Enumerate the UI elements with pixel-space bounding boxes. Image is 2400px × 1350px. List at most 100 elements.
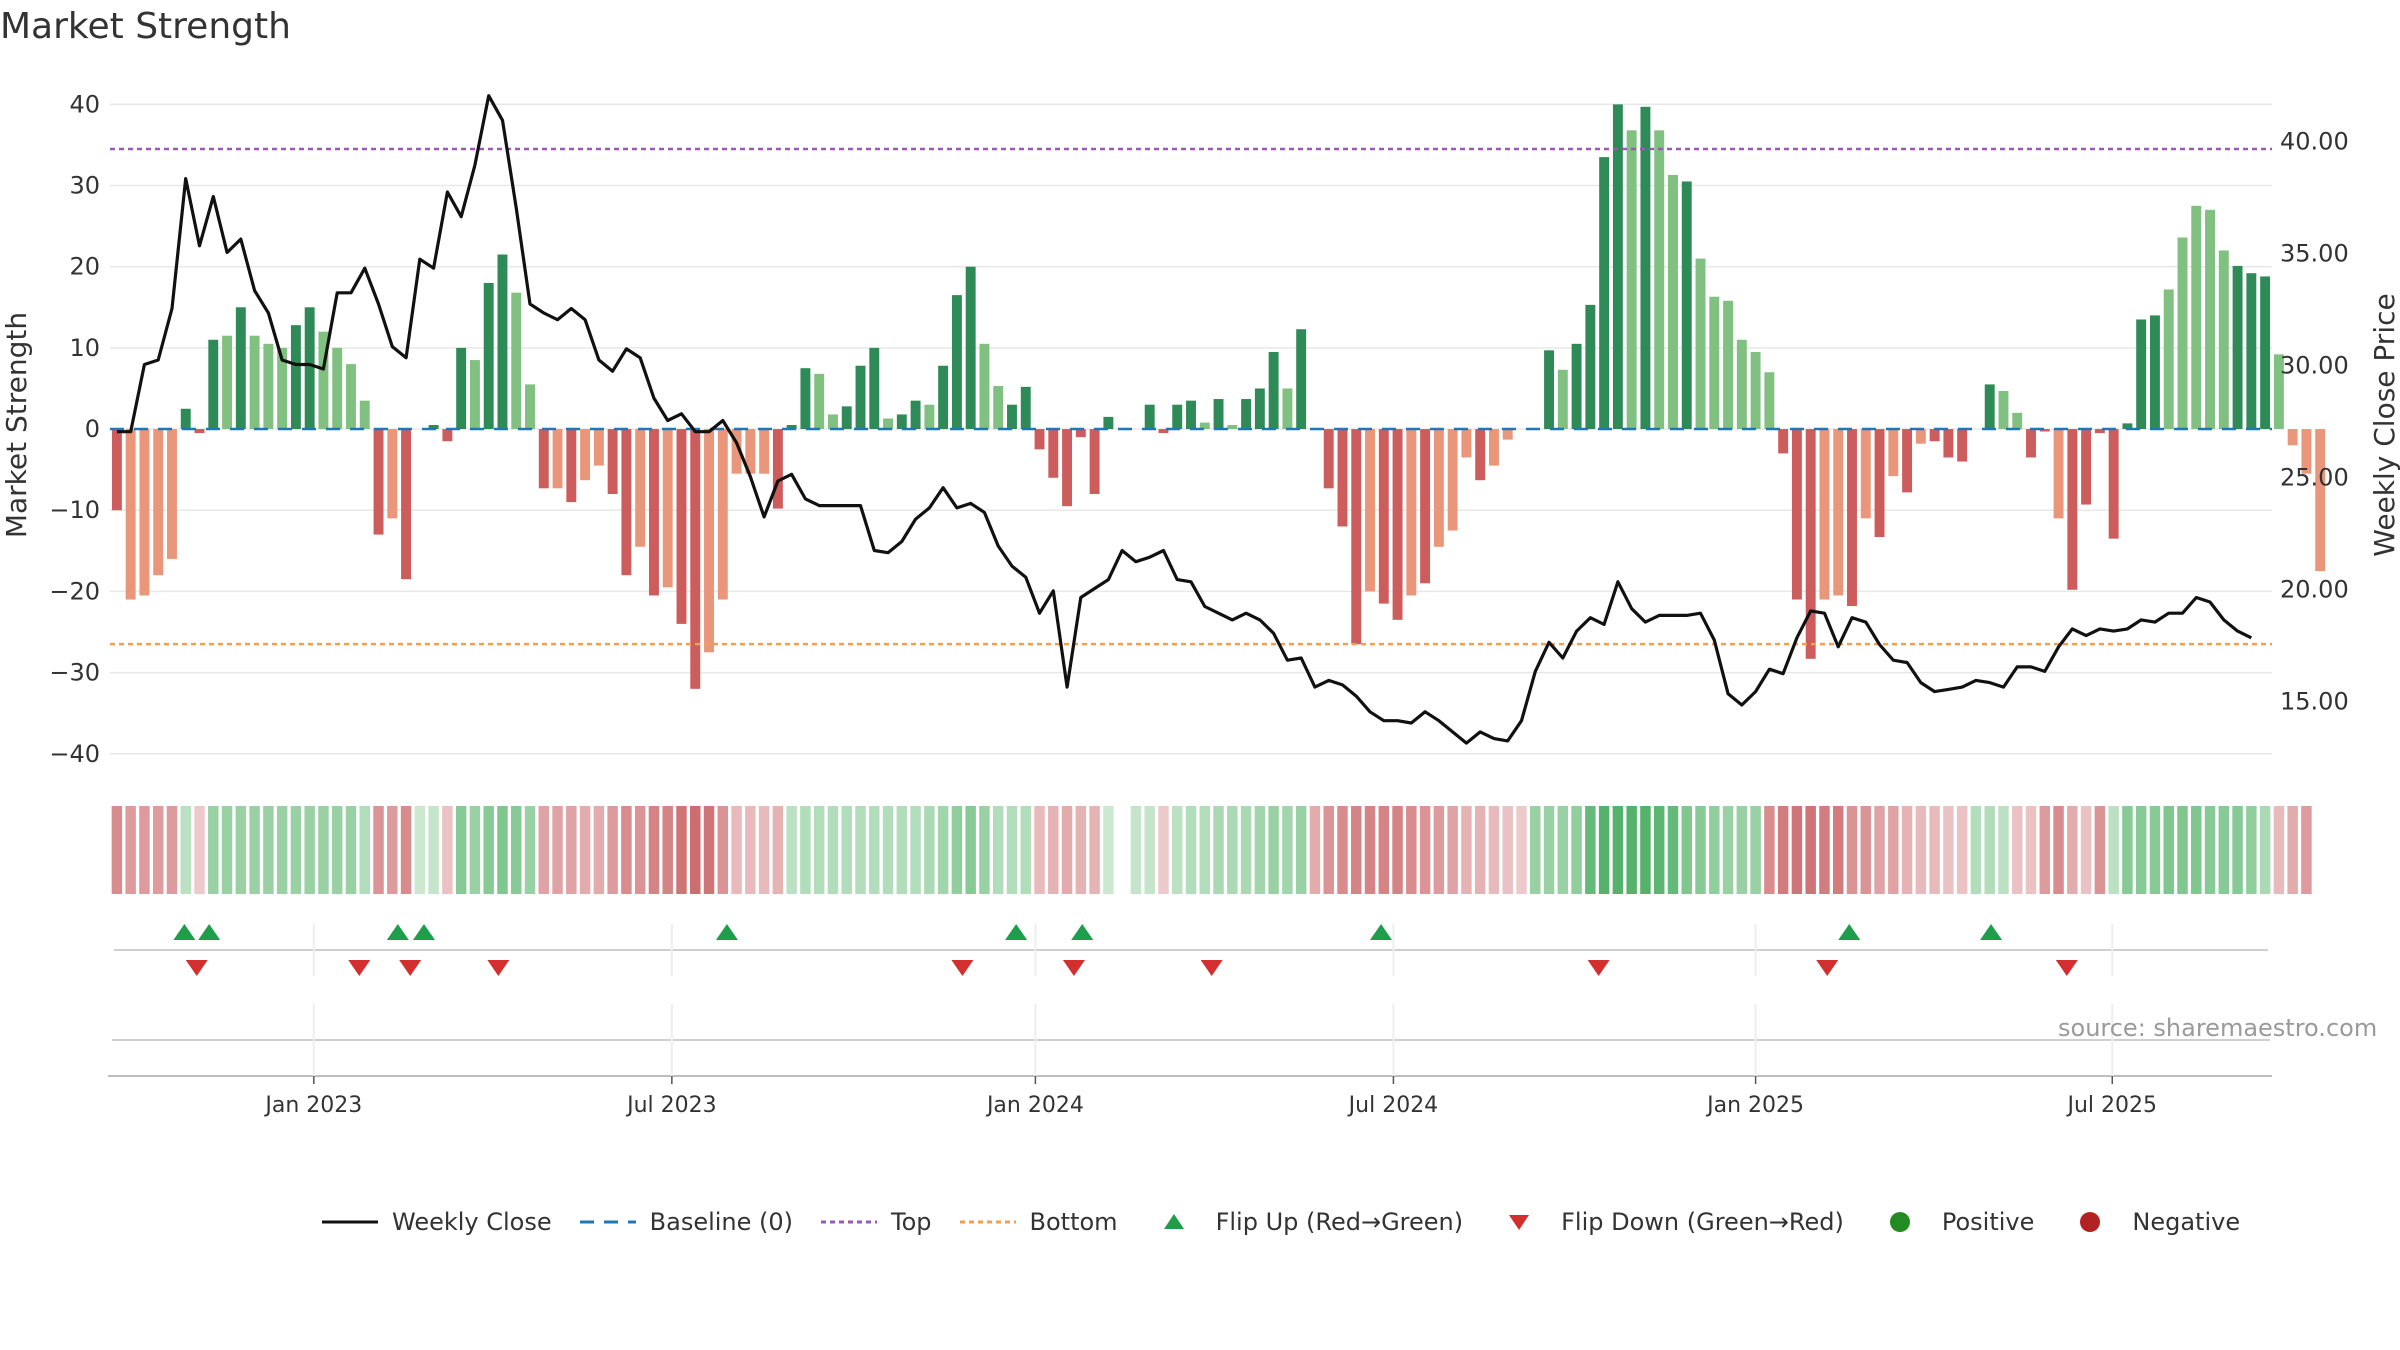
heat-band-cell [1777, 806, 1789, 894]
heat-band-cell [1516, 806, 1527, 894]
x-tick-label: Jan 2023 [263, 1093, 362, 1118]
strength-bar [1089, 429, 1100, 494]
strength-bar [993, 386, 1004, 430]
heat-band-cell [1598, 806, 1610, 894]
heat-band-cell [2218, 806, 2230, 894]
strength-bar [676, 429, 687, 624]
strength-bar [1695, 258, 1706, 430]
strength-bar [1213, 399, 1224, 430]
strength-bar [1709, 296, 1720, 430]
heat-band-cell [1392, 806, 1403, 894]
strength-bar [1612, 104, 1623, 430]
strength-bar [1860, 429, 1871, 519]
heat-band-cell [1323, 806, 1334, 894]
heat-band-cell [2108, 806, 2119, 894]
heat-band-cell [166, 806, 178, 894]
strength-bar [346, 364, 356, 430]
strength-bar [1557, 369, 1568, 430]
heat-band-cell [290, 806, 302, 894]
heat-band-cell [1984, 806, 1995, 894]
heat-band-cell [910, 806, 921, 894]
heat-band-cell [566, 806, 577, 894]
strength-bar [2232, 265, 2243, 430]
strength-bar [1337, 429, 1348, 527]
strength-bar [167, 429, 177, 559]
flip-up-marker [715, 924, 738, 940]
heat-band-cell [1061, 806, 1073, 894]
strength-bar [2287, 429, 2298, 446]
strength-bar [1406, 429, 1417, 596]
strength-bar [1282, 388, 1293, 430]
flip-up-marker [412, 924, 435, 940]
legend-item: Bottom [958, 1208, 1118, 1236]
strength-bar [2315, 429, 2326, 572]
strength-bar [2246, 273, 2257, 430]
strength-bar [1158, 429, 1169, 434]
strength-bar [456, 347, 467, 430]
heat-band-cell [841, 806, 852, 894]
heat-band-cell [1929, 806, 1940, 894]
strength-bar [1888, 429, 1899, 477]
heat-band-cell [263, 806, 274, 894]
strength-bar [979, 343, 990, 430]
strength-bar [786, 425, 797, 430]
strength-bar [2191, 205, 2202, 430]
heat-band-cell [2135, 806, 2147, 894]
y2-axis-title: Weekly Close Price [2368, 293, 2400, 556]
strength-bar [538, 429, 549, 489]
flip-up-marker [1005, 924, 1028, 940]
strength-bar [855, 365, 866, 430]
strength-bar [1929, 429, 1940, 442]
strength-bar [1034, 429, 1045, 450]
strength-bar [222, 335, 233, 430]
heat-band-cell [1998, 806, 2009, 894]
heat-band-cell [152, 806, 164, 894]
heat-band-cell [2080, 806, 2092, 894]
heat-band-cell [1240, 806, 1252, 894]
legend-swatch-icon [1509, 1215, 1530, 1230]
heat-band-cell [125, 806, 136, 894]
strength-bar [1103, 416, 1114, 430]
strength-bar [2260, 276, 2271, 430]
strength-bar [208, 339, 219, 430]
heat-band-cell [827, 806, 839, 894]
strength-bar [1902, 429, 1913, 493]
y2-tick-label: 30.00 [2280, 352, 2349, 380]
x-tick-label: Jul 2023 [625, 1093, 717, 1118]
flip-down-marker [487, 960, 510, 976]
strength-bar [1626, 130, 1637, 430]
source-note: source: sharemaestro.com [2058, 1014, 2378, 1042]
legend-label: Flip Down (Green→Red) [1561, 1208, 1844, 1236]
flip-up-marker [1838, 924, 1861, 940]
heat-band-cell [634, 806, 646, 894]
heat-band-cell [1846, 806, 1858, 894]
strength-bar [1323, 429, 1334, 489]
strength-bar [1475, 429, 1486, 481]
heat-band-cell [387, 806, 398, 894]
heat-band-cell [745, 806, 756, 894]
heat-band-cell [1750, 806, 1761, 894]
heat-band-cell [373, 806, 384, 894]
strength-bar [1544, 350, 1554, 430]
x-tick-label: Jul 2025 [2065, 1093, 2157, 1118]
heat-band-cell [345, 806, 357, 894]
y2-tick-label: 40.00 [2280, 127, 2349, 155]
heat-band-cell [1667, 806, 1679, 894]
heat-band-cell [662, 806, 673, 894]
strength-bar [1750, 351, 1761, 430]
flip-down-marker [1587, 960, 1610, 976]
heat-band-cell [924, 806, 935, 894]
heat-band-cell [511, 806, 522, 894]
legend-label: Baseline (0) [649, 1208, 794, 1236]
strength-bar [1805, 429, 1816, 659]
strength-bar [428, 425, 439, 430]
heat-band-cell [1185, 806, 1197, 894]
strength-bar [648, 429, 659, 596]
strength-bar [1186, 400, 1196, 430]
heat-band-cell [1901, 806, 1913, 894]
legend-swatch-icon [2080, 1212, 2101, 1232]
strength-bar [1998, 390, 2009, 430]
heat-band-cell [414, 806, 426, 894]
strength-bar [1254, 388, 1265, 430]
strength-bar [1943, 429, 1954, 458]
